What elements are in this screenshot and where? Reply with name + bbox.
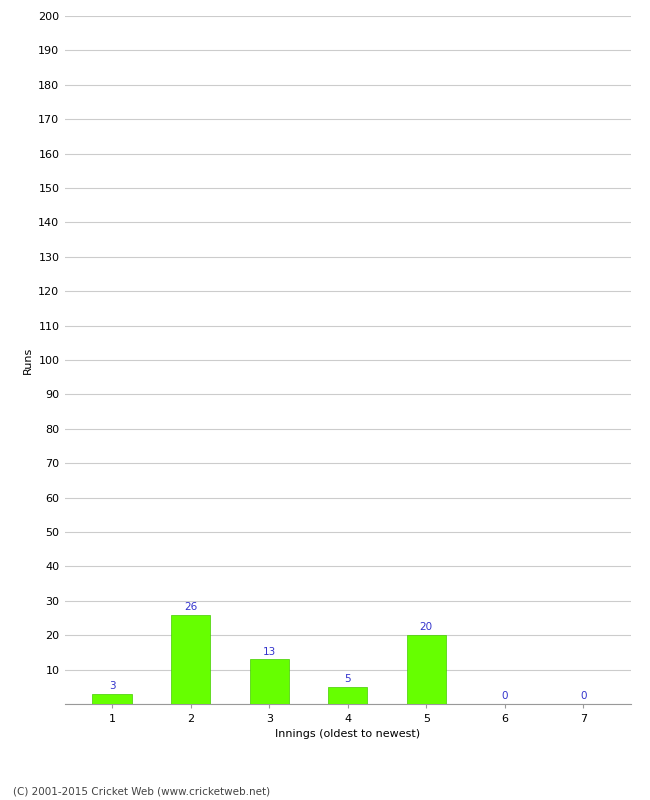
Bar — [171, 614, 211, 704]
Bar — [328, 686, 367, 704]
Text: 13: 13 — [263, 646, 276, 657]
Text: 5: 5 — [344, 674, 351, 684]
Y-axis label: Runs: Runs — [23, 346, 32, 374]
Text: 26: 26 — [184, 602, 198, 612]
Bar — [92, 694, 132, 704]
Text: 0: 0 — [502, 691, 508, 702]
Text: 3: 3 — [109, 681, 116, 691]
Text: 0: 0 — [580, 691, 586, 702]
Bar — [407, 635, 446, 704]
Bar — [250, 659, 289, 704]
X-axis label: Innings (oldest to newest): Innings (oldest to newest) — [275, 730, 421, 739]
Text: 20: 20 — [420, 622, 433, 633]
Text: (C) 2001-2015 Cricket Web (www.cricketweb.net): (C) 2001-2015 Cricket Web (www.cricketwe… — [13, 786, 270, 796]
